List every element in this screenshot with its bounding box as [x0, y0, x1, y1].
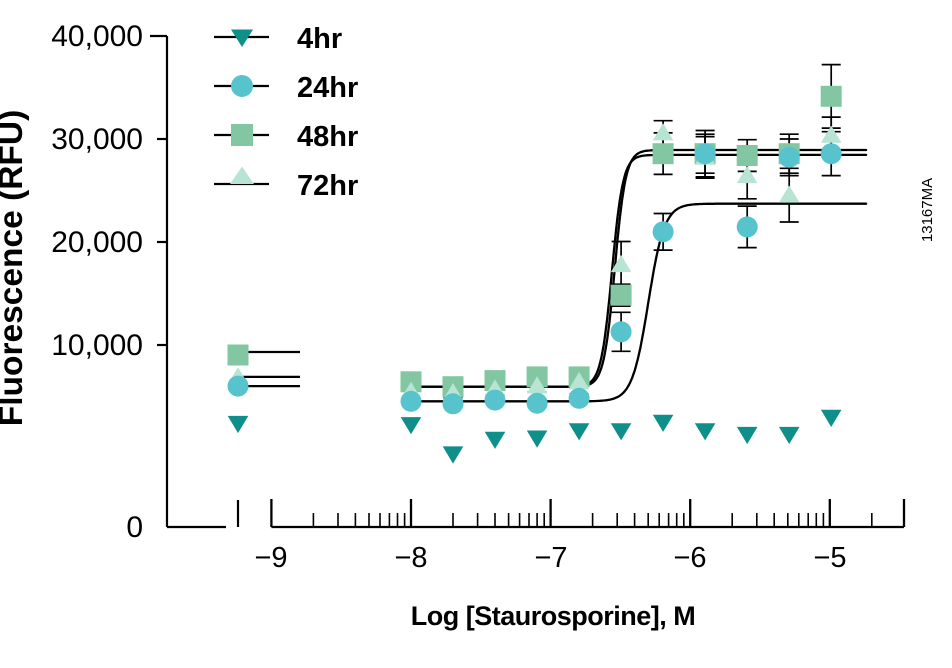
- svg-text:−8: −8: [394, 542, 427, 574]
- svg-text:−7: −7: [534, 542, 567, 574]
- svg-text:−5: −5: [813, 542, 846, 574]
- svg-text:−6: −6: [673, 542, 706, 574]
- svg-text:4hr: 4hr: [297, 23, 342, 55]
- svg-text:13167MA: 13167MA: [919, 178, 936, 242]
- svg-text:40,000: 40,000: [51, 20, 143, 53]
- svg-text:30,000: 30,000: [51, 123, 143, 156]
- svg-text:−9: −9: [254, 542, 287, 574]
- svg-text:72hr: 72hr: [297, 170, 358, 202]
- svg-text:0: 0: [126, 511, 143, 544]
- svg-text:24hr: 24hr: [297, 72, 358, 104]
- svg-text:20,000: 20,000: [51, 226, 143, 259]
- svg-text:48hr: 48hr: [297, 121, 358, 153]
- svg-text:10,000: 10,000: [51, 329, 143, 362]
- svg-text:Log [Staurosporine], M: Log [Staurosporine], M: [411, 601, 695, 631]
- svg-text:Fluorescence (RFU): Fluorescence (RFU): [0, 110, 30, 426]
